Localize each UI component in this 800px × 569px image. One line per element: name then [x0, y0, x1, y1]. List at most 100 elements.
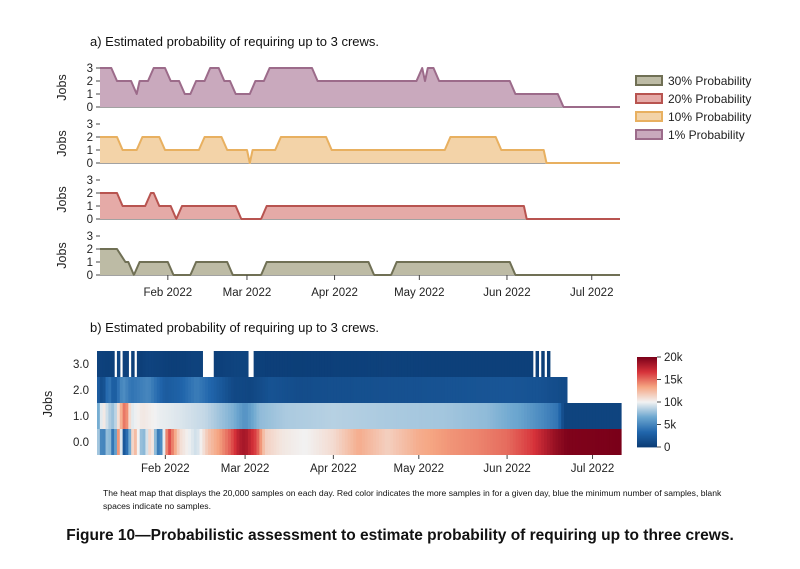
y-tick-label: 0	[87, 214, 93, 226]
heatmap-cell	[176, 429, 181, 455]
heatmap-cell	[179, 429, 184, 455]
heatmap-cell	[339, 429, 343, 455]
heatmap-cell	[222, 377, 226, 403]
heatmap-cell	[566, 429, 571, 455]
heatmap-cell	[290, 403, 295, 429]
colorbar-segment	[637, 403, 657, 405]
heatmap-cell	[173, 351, 178, 377]
heatmap-cell	[433, 377, 437, 403]
heatmap-cell	[336, 403, 340, 429]
colorbar-segment	[637, 380, 657, 382]
heatmap-cell	[199, 403, 203, 429]
colorbar-segment	[637, 425, 657, 427]
heatmap-cell	[583, 429, 588, 455]
heatmap-cell	[364, 429, 369, 455]
heatmap-cell	[359, 351, 363, 377]
heatmap-cell	[601, 403, 605, 429]
heatmap-cell	[367, 429, 371, 455]
heatmap-cell	[487, 351, 491, 377]
heatmap-cell	[618, 403, 622, 429]
heatmap-cell	[321, 351, 326, 377]
heatmap-cell	[549, 377, 554, 403]
heatmap-cell	[524, 377, 528, 403]
heatmap-cell	[396, 351, 400, 377]
heatmap-cell	[396, 429, 400, 455]
colorbar-segment	[637, 367, 657, 369]
heatmap-cell	[97, 351, 101, 377]
heatmap-cell	[447, 351, 451, 377]
heatmap-cell	[208, 429, 212, 455]
heatmap-cell	[173, 403, 178, 429]
colorbar-segment	[637, 441, 657, 443]
heatmap-cell	[302, 403, 306, 429]
heatmap-cell	[347, 351, 352, 377]
heatmap-cell	[356, 403, 360, 429]
heatmap-cell	[384, 403, 389, 429]
colorbar-segment	[637, 391, 657, 393]
heatmap-cell	[589, 403, 594, 429]
heatmap-cell	[159, 351, 164, 377]
heatmap-cell	[341, 403, 346, 429]
colorbar-segment	[637, 383, 657, 385]
heatmap-cell	[455, 403, 460, 429]
heatmap-cell	[327, 403, 332, 429]
heatmap-cell	[239, 403, 243, 429]
heatmap-cell	[367, 377, 371, 403]
heatmap-cell	[210, 403, 215, 429]
heatmap-cell	[242, 377, 246, 403]
heatmap-cell	[236, 429, 240, 455]
heatmap-cell	[310, 351, 315, 377]
heatmap-cell	[427, 351, 431, 377]
heatmap-cell	[327, 429, 332, 455]
heatmap-cell	[458, 429, 463, 455]
heatmap-cell	[287, 351, 292, 377]
heatmap-cell	[558, 377, 562, 403]
heatmap-cell	[219, 403, 223, 429]
heatmap-cell	[595, 403, 599, 429]
heatmap-cell	[122, 377, 127, 403]
heatmap-cell	[210, 377, 215, 403]
heatmap-cell	[171, 351, 175, 377]
heatmap-cell	[267, 403, 272, 429]
colorbar-segment	[637, 365, 657, 367]
panel-b-y-axis: 0.0 1.0 2.0 3.0 Jobs	[41, 359, 89, 449]
colorbar-segment	[637, 374, 657, 376]
heatmap-cell	[125, 429, 129, 455]
heatmap-cell	[538, 403, 542, 429]
heatmap-cell	[321, 377, 326, 403]
heatmap-cell	[119, 377, 124, 403]
heatmap-cell	[108, 429, 112, 455]
heatmap-cell	[447, 403, 451, 429]
colorbar-segment	[637, 433, 657, 435]
heatmap-cell	[139, 429, 144, 455]
heatmap-cell	[452, 429, 457, 455]
heatmap-cell	[341, 429, 346, 455]
heatmap-cell	[97, 377, 101, 403]
heatmap-cell	[228, 377, 232, 403]
heatmap-cell	[316, 377, 320, 403]
heatmap-cell	[524, 351, 528, 377]
colorbar-segment	[637, 421, 657, 423]
heatmap-cell	[444, 429, 448, 455]
heatmap-cell	[279, 429, 283, 455]
heatmap-cell	[136, 429, 141, 455]
heatmap-cell	[242, 403, 246, 429]
heatmap-cell	[319, 429, 323, 455]
heatmap-cell	[492, 377, 497, 403]
heatmap-cell	[216, 403, 221, 429]
heatmap-cell	[515, 351, 520, 377]
heatmap-cell	[373, 429, 377, 455]
heatmap-cell	[253, 403, 258, 429]
heatmap-cell	[393, 377, 397, 403]
colorbar-segment	[637, 411, 657, 413]
heatmap-cell	[541, 403, 545, 429]
colorbar-segment	[637, 434, 657, 436]
heatmap-cell	[148, 403, 152, 429]
x-tick-label: Jun 2022	[483, 287, 530, 299]
heatmap-cell	[253, 377, 258, 403]
heatmap-cell	[125, 377, 129, 403]
heatmap-cell	[393, 429, 397, 455]
y-tick-label: 0	[87, 270, 93, 282]
heatmap-cell	[185, 351, 189, 377]
heatmap-cell	[134, 429, 138, 455]
